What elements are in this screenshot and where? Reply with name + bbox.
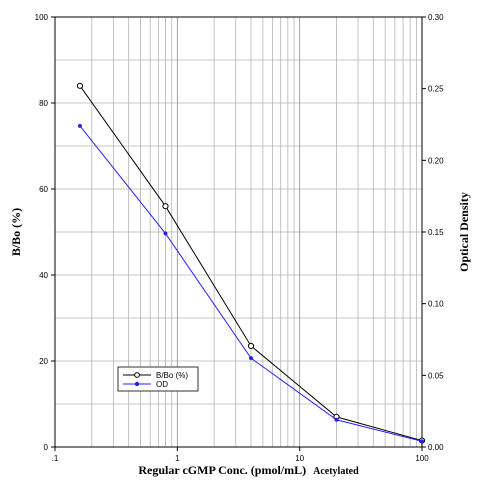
y-left-tick-label: 0 (44, 443, 49, 452)
legend-marker (134, 372, 140, 378)
y-axis-left-title: B/Bo (%) (9, 208, 23, 256)
y-right-tick-label: 0.10 (428, 300, 444, 309)
y-left-tick-label: 100 (35, 13, 49, 22)
y-right-tick-label: 0.25 (428, 85, 444, 94)
legend-label: OD (156, 380, 168, 389)
x-axis-title-suffix: Acetylated (313, 466, 359, 477)
y-right-tick-label: 0.05 (428, 371, 444, 380)
y-left-tick-label: 60 (39, 185, 48, 194)
data-point (76, 82, 84, 89)
data-point (334, 417, 339, 422)
y-axis-right-title: Optical Density (457, 192, 471, 272)
data-point (162, 203, 169, 210)
data-point (163, 231, 168, 236)
y-right-tick-label: 0.20 (428, 156, 444, 165)
y-right-tick-label: 0.15 (428, 228, 444, 237)
x-tick-label: .1 (52, 454, 59, 463)
series-layer (76, 82, 426, 444)
x-tick-label: 1 (175, 454, 180, 463)
data-point (248, 356, 254, 361)
data-point (247, 342, 255, 350)
data-point (419, 439, 425, 444)
series-od (77, 123, 425, 444)
y-left-tick-label: 20 (39, 357, 48, 366)
data-point (77, 123, 83, 128)
y-left-tick-label: 40 (39, 271, 48, 280)
legend-marker (134, 381, 140, 387)
grid (55, 17, 422, 447)
x-tick-label: 10 (295, 454, 304, 463)
legend-entries: B/Bo (%)OD (123, 371, 188, 389)
legend-label: B/Bo (%) (156, 371, 188, 380)
axis-ticks: .1 1 10 100 0 20 40 60 80 100 0.00 0.05 0.10 0.15 0.20… (35, 13, 444, 463)
legend: B/Bo (%)OD (117, 366, 199, 392)
x-axis-title: Regular cGMP Conc. (pmol/mL) Acetylated (138, 463, 359, 477)
y-right-tick-label: 0.00 (428, 443, 444, 452)
y-left-tick-label: 80 (39, 99, 48, 108)
y-right-tick-label: 0.30 (428, 13, 444, 22)
legend-box (117, 366, 199, 392)
x-axis-title-main: Regular cGMP Conc. (pmol/mL) (138, 463, 306, 477)
legend-entry: OD (123, 380, 168, 389)
x-tick-label: 100 (415, 454, 429, 463)
legend-entry: B/Bo (%) (123, 371, 188, 380)
